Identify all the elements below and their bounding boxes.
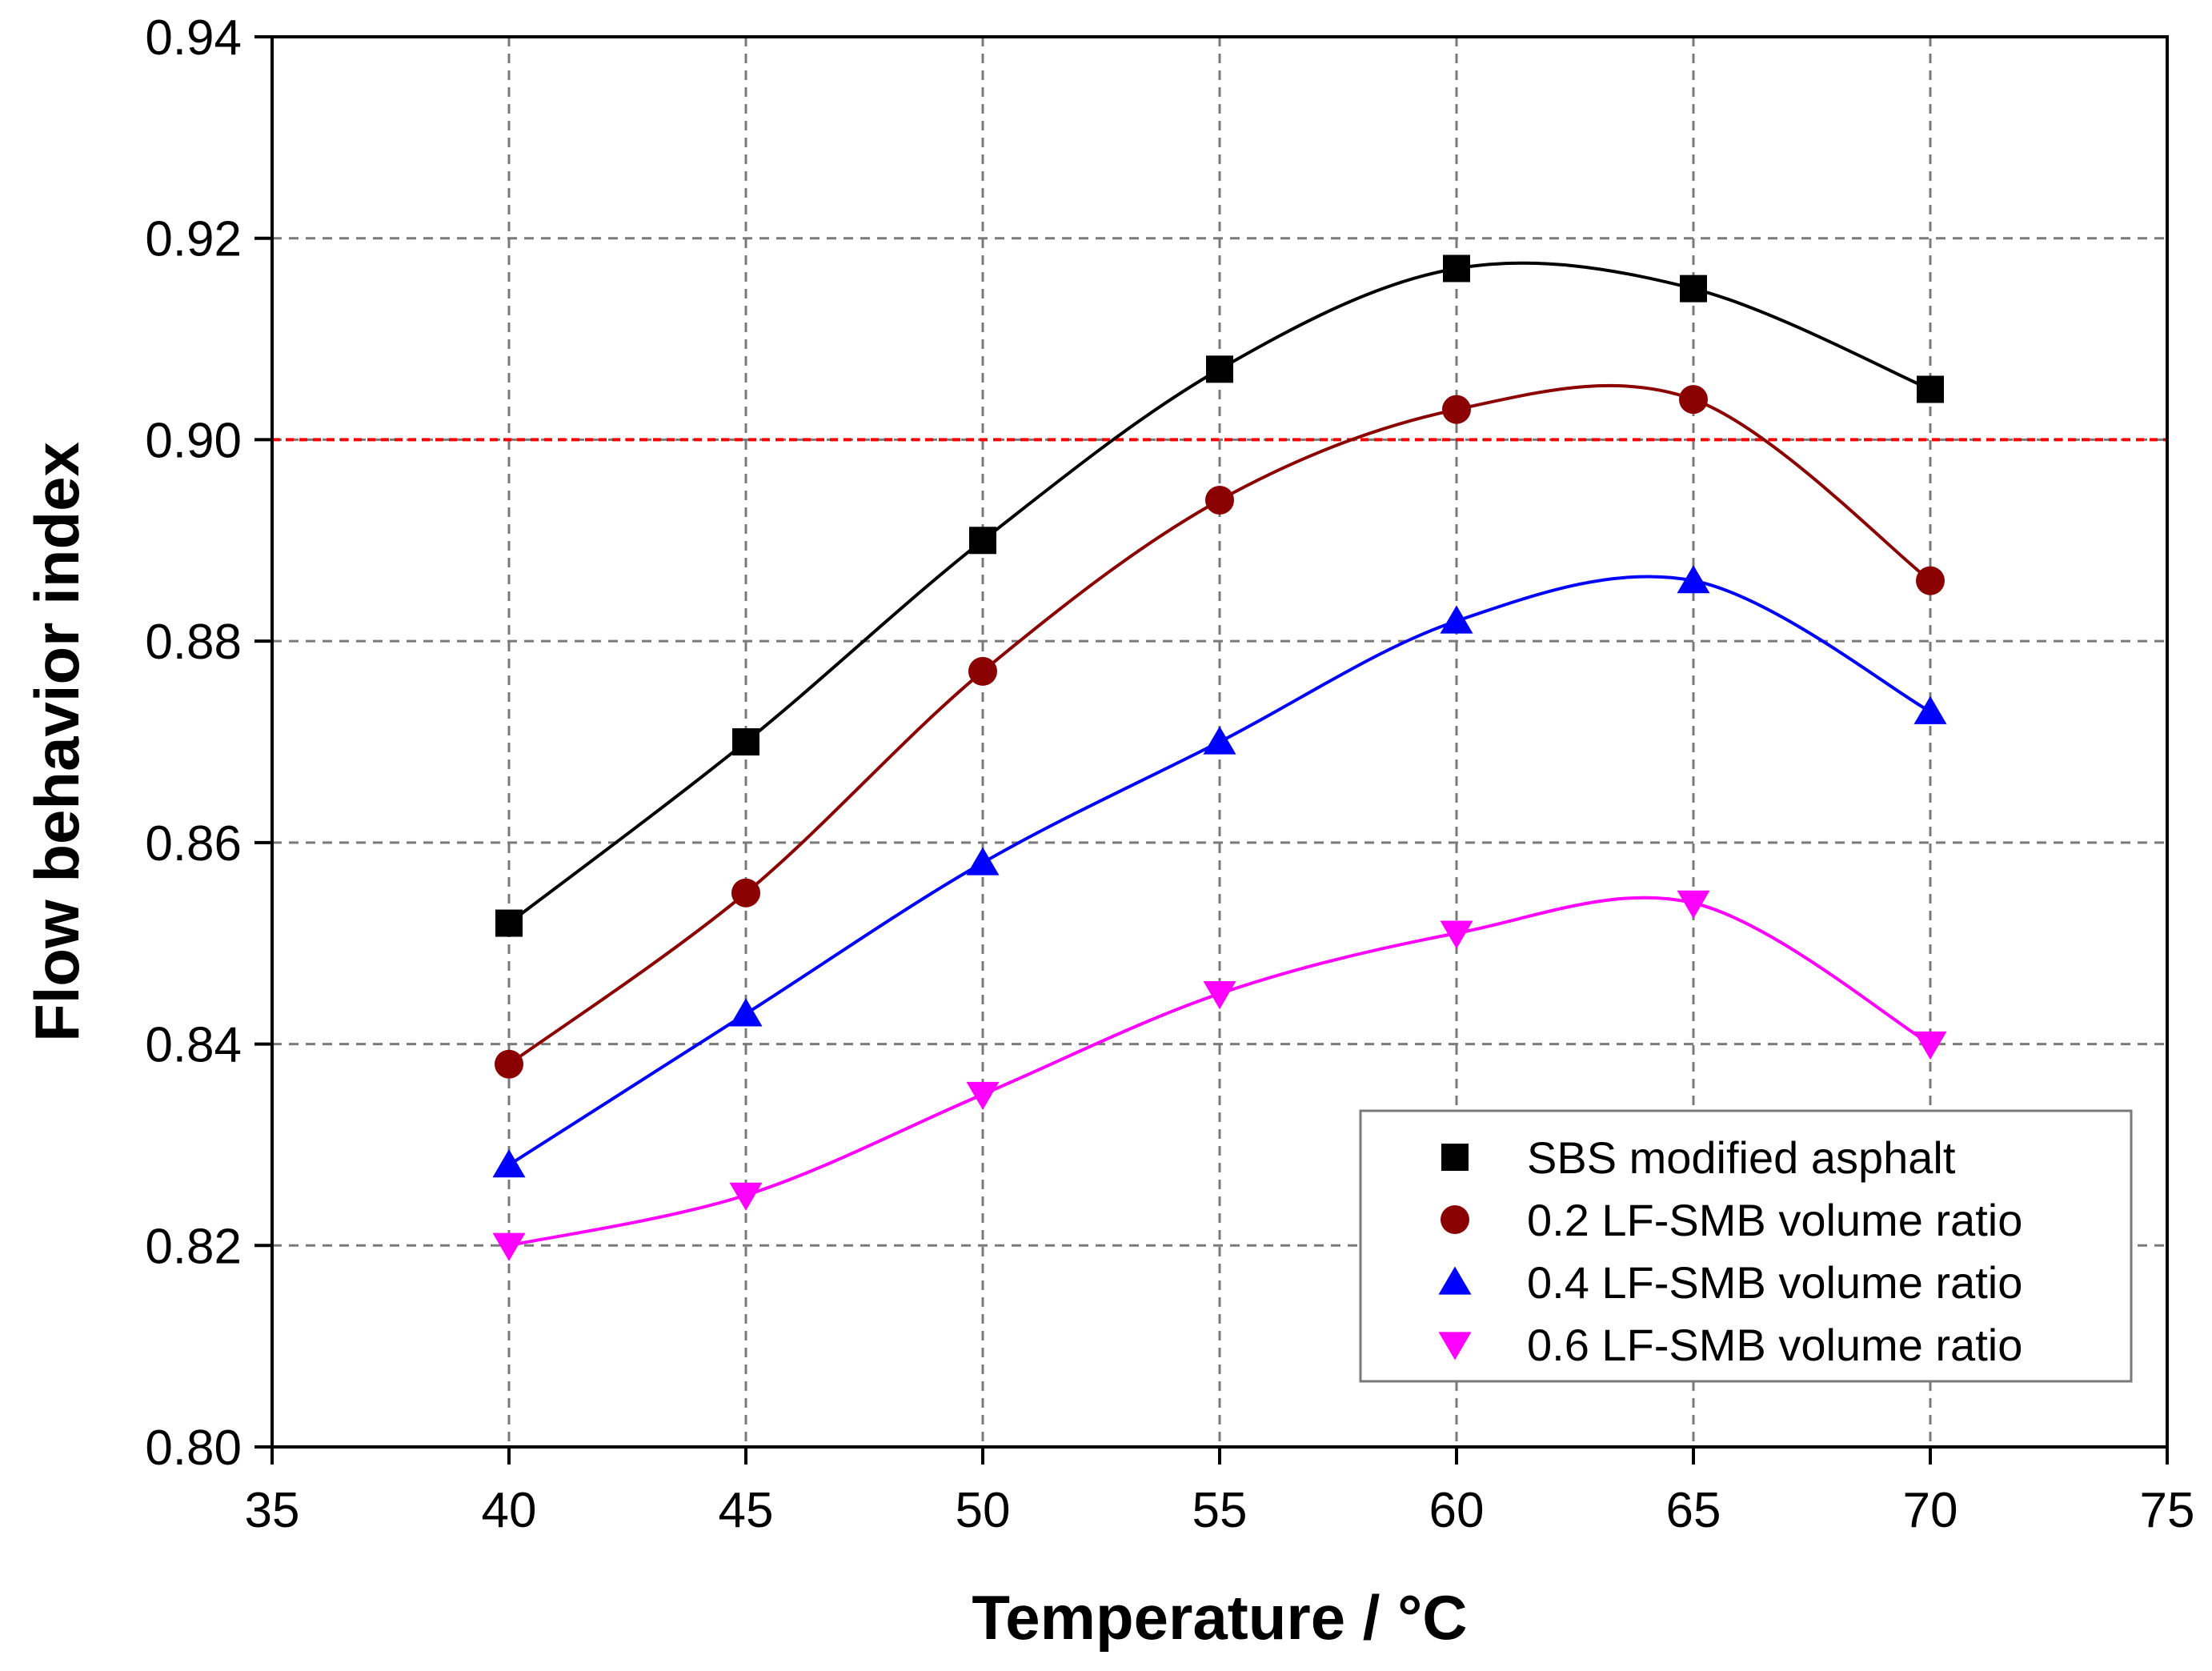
series-1-point	[495, 909, 523, 937]
legend-label-4: 0.6 LF-SMB volume ratio	[1527, 1320, 2022, 1370]
series-2-point	[731, 878, 760, 908]
series-1-point	[1680, 274, 1707, 303]
legend: SBS modified asphalt 0.2 LF-SMB volume ra…	[1359, 1109, 2133, 1383]
x-tick-labels: 35 40 45 50 55 60 65 70 75	[245, 1483, 2195, 1538]
legend-marker-4	[1438, 1332, 1472, 1360]
legend-label-2: 0.2 LF-SMB volume ratio	[1527, 1195, 2022, 1245]
series-3-point	[1203, 726, 1236, 755]
axis-ticks	[254, 35, 2169, 1465]
x-axis-title: Temperature / °C	[972, 1582, 1467, 1653]
y-tick-label: 0.94	[145, 10, 242, 66]
legend-marker-3	[1438, 1266, 1472, 1295]
x-tick-label: 40	[482, 1483, 537, 1538]
series-1-point	[1443, 254, 1470, 283]
series-3-point	[1913, 695, 1947, 724]
series-2-point	[1679, 385, 1708, 415]
series-3-point	[492, 1149, 526, 1178]
series-2-point	[1442, 395, 1471, 424]
series-3-point	[1440, 605, 1473, 634]
series-3-point	[1677, 565, 1710, 594]
x-tick-label: 50	[956, 1483, 1011, 1538]
x-tick-label: 55	[1192, 1483, 1248, 1538]
grid-lines	[272, 37, 2167, 1447]
x-tick-label: 60	[1429, 1483, 1485, 1538]
series-1-point	[1206, 355, 1233, 383]
series-4-point	[1913, 1031, 1947, 1060]
series-3-point	[966, 847, 1000, 876]
series-4-point	[729, 1182, 763, 1211]
y-tick-labels: 0.80 0.82 0.84 0.86 0.88 0.90 0.92 0.94	[145, 10, 242, 1476]
series-4-point	[1203, 981, 1236, 1010]
series-1-point	[969, 527, 996, 555]
y-tick-label: 0.80	[145, 1421, 242, 1476]
x-tick-label: 70	[1903, 1483, 1958, 1538]
y-tick-label: 0.90	[145, 413, 242, 468]
series-2-point	[968, 656, 997, 686]
series-3-point	[729, 998, 763, 1027]
series-2-point	[1205, 485, 1234, 515]
series-2-point	[495, 1049, 523, 1079]
legend-marker-1	[1441, 1144, 1469, 1171]
series-4-point	[966, 1081, 1000, 1111]
x-tick-label: 35	[245, 1483, 300, 1538]
legend-box	[1359, 1109, 2133, 1383]
x-tick-label: 45	[719, 1483, 774, 1538]
y-axis-title: Flow behavior index	[22, 442, 92, 1042]
y-tick-label: 0.82	[145, 1219, 242, 1274]
series-2-point	[1916, 566, 1945, 595]
series-4-point	[492, 1232, 526, 1261]
y-tick-label: 0.86	[145, 816, 242, 872]
y-tick-label: 0.92	[145, 212, 242, 267]
x-tick-label: 75	[2140, 1483, 2195, 1538]
x-tick-label: 65	[1666, 1483, 1721, 1538]
series-1-point	[1917, 375, 1944, 403]
series-1-point	[732, 728, 759, 755]
series-markers	[492, 254, 1947, 1261]
y-tick-label: 0.88	[145, 615, 242, 670]
y-tick-label: 0.84	[145, 1018, 242, 1073]
series-4-point	[1440, 920, 1473, 949]
series-4-point	[1677, 890, 1710, 919]
legend-label-3: 0.4 LF-SMB volume ratio	[1527, 1257, 2022, 1308]
legend-label-1: SBS modified asphalt	[1527, 1132, 1956, 1183]
legend-marker-2	[1441, 1205, 1469, 1234]
